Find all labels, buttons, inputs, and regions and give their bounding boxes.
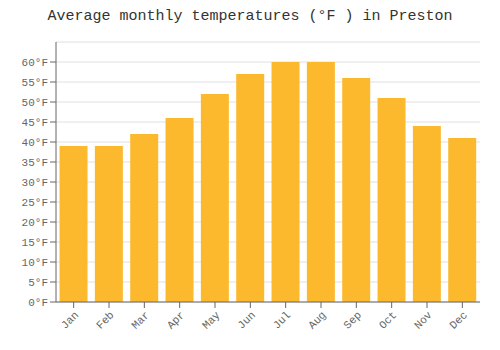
svg-text:Apr: Apr bbox=[165, 309, 187, 331]
svg-text:Jul: Jul bbox=[271, 309, 293, 331]
svg-text:25°F: 25°F bbox=[22, 197, 48, 209]
svg-text:Feb: Feb bbox=[94, 309, 116, 331]
svg-text:35°F: 35°F bbox=[22, 157, 48, 169]
svg-text:May: May bbox=[200, 309, 223, 332]
svg-text:55°F: 55°F bbox=[22, 77, 48, 89]
svg-text:20°F: 20°F bbox=[22, 217, 48, 229]
html-text:Average monthly temperatures (: Average monthly temperatures (°F ) in Pr… bbox=[47, 8, 453, 25]
svg-text:Dec: Dec bbox=[447, 309, 469, 331]
svg-text:Nov: Nov bbox=[412, 309, 435, 332]
svg-text:0°F: 0°F bbox=[28, 297, 48, 309]
svg-text:Oct: Oct bbox=[377, 309, 399, 331]
svg-text:Aug: Aug bbox=[306, 309, 328, 331]
svg-text:15°F: 15°F bbox=[22, 237, 48, 249]
svg-text:Jan: Jan bbox=[59, 309, 81, 331]
svg-text:Jun: Jun bbox=[235, 309, 257, 331]
svg-text:10°F: 10°F bbox=[22, 257, 48, 269]
svg-text:40°F: 40°F bbox=[22, 137, 48, 149]
svg-text:50°F: 50°F bbox=[22, 97, 48, 109]
svg-text:45°F: 45°F bbox=[22, 117, 48, 129]
svg-text:Mar: Mar bbox=[129, 309, 151, 331]
svg-text:60°F: 60°F bbox=[22, 57, 48, 69]
svg-text:Sep: Sep bbox=[341, 309, 363, 331]
svg-text:5°F: 5°F bbox=[28, 277, 48, 289]
svg-text:30°F: 30°F bbox=[22, 177, 48, 189]
